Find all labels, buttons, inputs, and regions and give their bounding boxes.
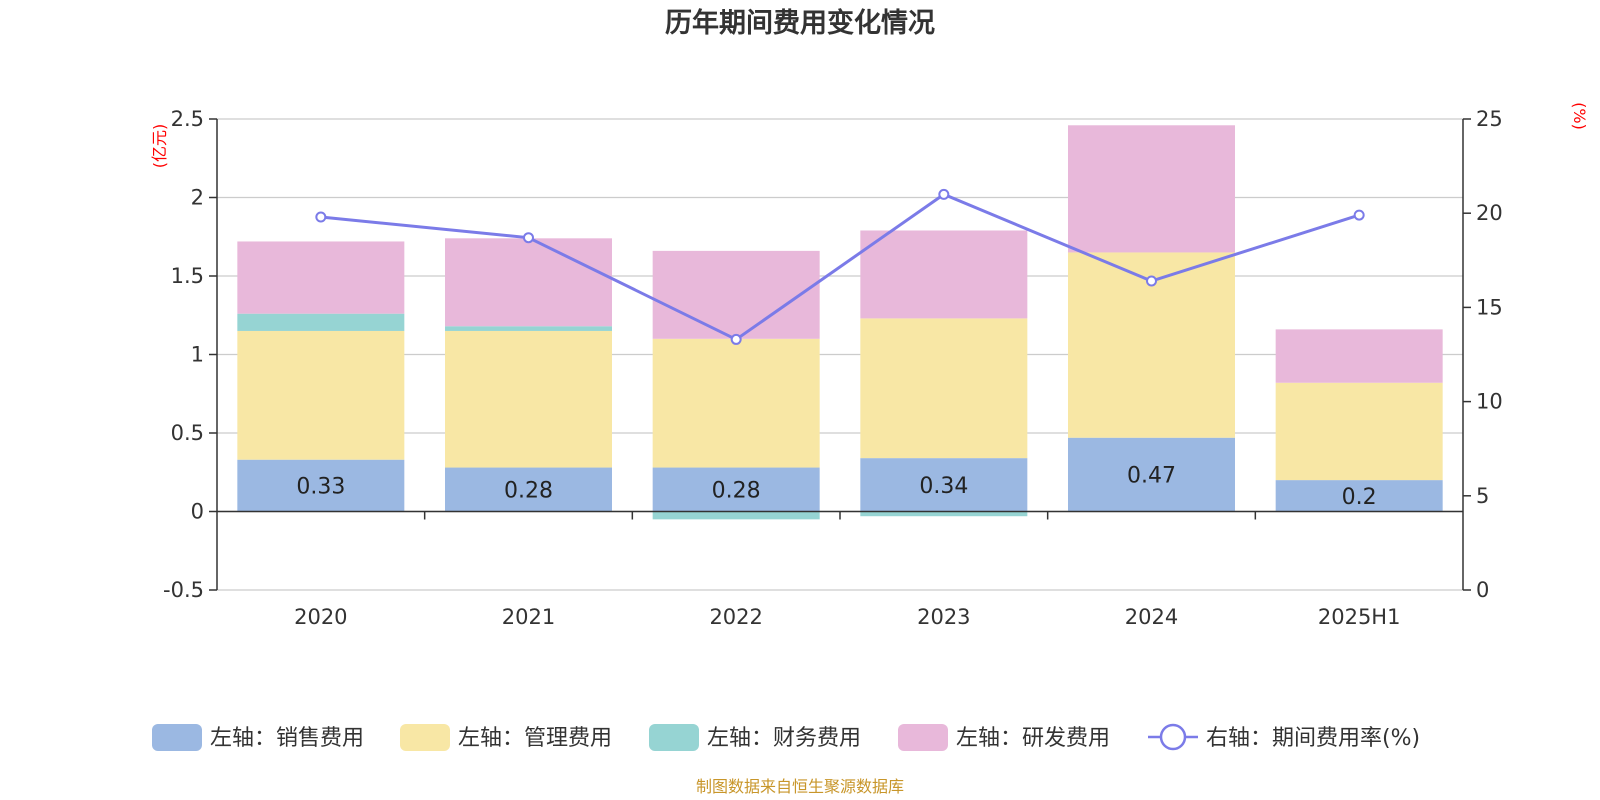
legend-swatch xyxy=(898,724,948,751)
legend-item-3[interactable]: 左轴：研发费用 xyxy=(898,724,1110,751)
right-axis-unit: (%) xyxy=(1570,102,1589,130)
right-tick-label: 0 xyxy=(1476,578,1489,602)
bar-series0-2024 xyxy=(1068,437,1235,512)
legend-item-1[interactable]: 左轴：管理费用 xyxy=(400,724,612,751)
bar-series1-2020 xyxy=(237,330,405,460)
left-axis-unit: (亿元) xyxy=(150,124,169,169)
rate-point-2025H1 xyxy=(1353,209,1365,221)
legend-circle-icon xyxy=(1159,723,1187,751)
legend-label: 左轴：研发费用 xyxy=(956,726,1110,751)
right-tick-label: 25 xyxy=(1476,107,1503,131)
bar-series3-2021 xyxy=(445,238,612,327)
bar-series2-2022 xyxy=(652,511,820,520)
bar-series1-2023 xyxy=(860,318,1028,459)
legend: 左轴：销售费用 左轴：管理费用 左轴：财务费用 左轴：研发费用 右轴：期间费用率(%) xyxy=(152,723,1420,751)
legend-label: 右轴：期间费用率(%) xyxy=(1206,726,1420,751)
bar-value-label-2020: 0.33 xyxy=(296,475,345,500)
legend-swatch xyxy=(400,724,450,751)
rate-point-2023 xyxy=(938,188,950,200)
rate-point-2020 xyxy=(315,211,327,223)
legend-item-2[interactable]: 左轴：财务费用 xyxy=(649,724,861,751)
left-tick-label: 0.5 xyxy=(171,421,204,445)
left-tick-label: 1.5 xyxy=(171,264,204,288)
axes: -0.5 0 0.5 1 1.5 2 2.5 0 5 10 15 20 25 2020 2021 2022 20… xyxy=(163,107,1503,629)
legend-item-0[interactable]: 左轴：销售费用 xyxy=(152,724,364,751)
bar-value-label-2022: 0.28 xyxy=(712,479,761,504)
left-tick-label: 2 xyxy=(191,186,204,210)
bar-value-label-2025H1: 0.2 xyxy=(1342,485,1377,510)
rate-point-2022 xyxy=(730,333,742,345)
bar-series3-2022 xyxy=(652,250,820,339)
bar-series2-2021 xyxy=(445,326,612,331)
bar-series0-2025H1 xyxy=(1275,480,1443,512)
legend-label: 左轴：财务费用 xyxy=(707,726,861,751)
chart-title: 历年期间费用变化情况 xyxy=(665,7,935,39)
left-tick-label: 0 xyxy=(191,500,204,524)
x-tick-label-2021: 2021 xyxy=(502,605,555,629)
x-tick-label-2023: 2023 xyxy=(917,605,970,629)
bar-series1-2021 xyxy=(445,330,612,468)
bar-series2-2023 xyxy=(860,511,1028,517)
legend-label: 左轴：管理费用 xyxy=(458,726,612,751)
bar-series3-2024 xyxy=(1068,125,1235,253)
x-tick-label-2020: 2020 xyxy=(294,605,347,629)
bar-series0-2022 xyxy=(652,467,820,512)
bars xyxy=(237,125,1443,520)
bar-series3-2023 xyxy=(860,230,1028,319)
left-tick-label: 2.5 xyxy=(171,107,204,131)
bar-series3-2025H1 xyxy=(1275,329,1443,383)
bar-series1-2025H1 xyxy=(1275,382,1443,481)
left-tick-label: 1 xyxy=(191,343,204,367)
right-tick-label: 15 xyxy=(1476,295,1503,319)
rate-point-2024 xyxy=(1146,275,1157,287)
right-tick-label: 20 xyxy=(1476,201,1503,225)
legend-swatch xyxy=(152,724,202,751)
x-tick-label-2024: 2024 xyxy=(1125,605,1178,629)
bar-series3-2020 xyxy=(237,241,405,314)
rate-point-2021 xyxy=(523,232,534,244)
bar-series0-2023 xyxy=(860,458,1028,512)
bar-labels: 0.33 0.28 0.28 0.34 0.47 0.2 xyxy=(296,464,1376,510)
left-tick-label: -0.5 xyxy=(163,578,204,602)
right-tick-label: 10 xyxy=(1476,390,1503,414)
legend-label: 左轴：销售费用 xyxy=(210,726,364,751)
legend-item-4[interactable]: 右轴：期间费用率(%) xyxy=(1148,723,1420,751)
x-tick-label-2025H1: 2025H1 xyxy=(1318,605,1401,629)
bar-series1-2022 xyxy=(652,338,820,468)
rate-line xyxy=(315,188,1365,345)
bar-series2-2020 xyxy=(237,313,405,331)
x-tick-label-2022: 2022 xyxy=(709,605,762,629)
bar-series0-2021 xyxy=(445,467,612,512)
bar-value-label-2024: 0.47 xyxy=(1127,464,1176,489)
legend-swatch xyxy=(649,724,699,751)
bar-value-label-2021: 0.28 xyxy=(504,479,553,504)
bar-series0-2020 xyxy=(237,459,405,512)
rate-line-path xyxy=(320,192,1360,342)
bar-value-label-2023: 0.34 xyxy=(919,474,968,499)
data-source-note: 制图数据来自恒生聚源数据库 xyxy=(696,777,904,796)
right-tick-label: 5 xyxy=(1476,484,1489,508)
